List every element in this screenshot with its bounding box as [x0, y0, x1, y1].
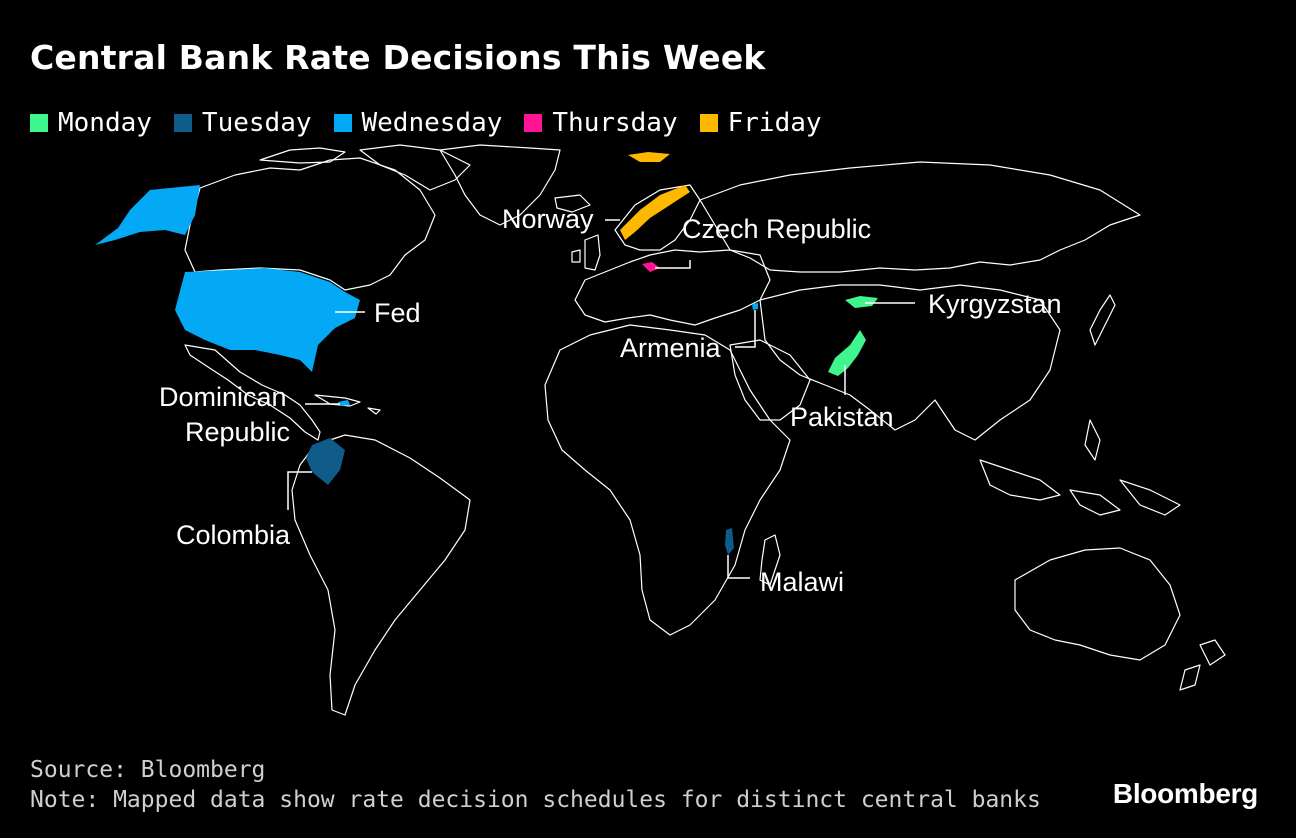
land-outlines: [184, 144, 1226, 716]
outline-iceland: [554, 194, 591, 213]
country-pakistan: [828, 330, 866, 376]
country-norway: [620, 185, 690, 240]
leader-lines: [287, 219, 915, 579]
country-svalbard: [628, 152, 670, 162]
label-armenia: Armenia: [620, 333, 722, 363]
label-colombia: Colombia: [176, 520, 291, 550]
outline-russia: [699, 161, 1141, 273]
label-malawi: Malawi: [760, 567, 844, 597]
country-kyrgyzstan: [845, 296, 878, 308]
country-dominican-republic: [338, 400, 350, 406]
legend-item-tuesday: Tuesday: [173, 108, 312, 138]
country-united-states: [175, 268, 360, 372]
leader-malawi: [727, 555, 750, 579]
legend-swatch-friday: [699, 114, 718, 132]
outline-scandinavia: [614, 184, 701, 251]
legend-label-monday: Monday: [58, 108, 152, 138]
legend-label-thursday: Thursday: [552, 108, 678, 138]
outline-australia: [1014, 547, 1181, 661]
legend-label-friday: Friday: [727, 108, 822, 138]
legend-label-wednesday: Wednesday: [361, 108, 503, 138]
leader-armenia: [735, 310, 756, 348]
legend-swatch-wednesday: [333, 114, 352, 132]
outline-se-asia: [979, 419, 1181, 516]
outline-madagascar: [759, 534, 781, 586]
outline-south-america: [291, 434, 471, 716]
country-malawi: [725, 528, 734, 555]
label-norway: Norway: [502, 204, 594, 234]
chart-title: Central Bank Rate Decisions This Week: [30, 38, 766, 77]
country-czech-republic: [642, 262, 660, 272]
country-alaska: [95, 185, 200, 245]
country-armenia: [752, 303, 758, 310]
outline-caribbean: [314, 394, 381, 415]
label-kyrgyzstan: Kyrgyzstan: [928, 289, 1062, 319]
bloomberg-logo: Bloomberg: [1112, 778, 1258, 809]
outline-europe: [574, 249, 771, 326]
outline-new-zealand: [1179, 639, 1226, 691]
leader-colombia: [287, 471, 312, 510]
label-dominican-line1: Dominican: [159, 382, 287, 412]
legend-swatch-monday: [30, 114, 48, 132]
label-dominican-line2: Republic: [185, 417, 290, 447]
legend-swatch-thursday: [524, 114, 543, 132]
country-colombia: [306, 438, 345, 485]
legend-item-friday: Friday: [699, 108, 822, 138]
outline-canada: [184, 157, 436, 291]
label-pakistan: Pakistan: [790, 402, 894, 432]
legend-swatch-tuesday: [173, 114, 192, 132]
outline-arabia: [729, 339, 811, 421]
footnote: Note: Mapped data show rate decision sch…: [30, 787, 1041, 813]
outline-japan: [1089, 294, 1116, 346]
label-fed: Fed: [374, 298, 421, 328]
outline-mexico-central-america: [184, 344, 321, 441]
outline-arctic-islands: [259, 144, 471, 191]
legend-item-thursday: Thursday: [524, 108, 678, 138]
source-note: Source: Bloomberg: [30, 757, 266, 783]
outline-africa: [544, 324, 791, 636]
world-map: Norway Czech Republic Fed Kyrgyzstan Arm…: [95, 144, 1226, 716]
legend: Monday Tuesday Wednesday Thursday Friday: [30, 108, 822, 138]
label-czech-republic: Czech Republic: [682, 214, 871, 244]
legend-item-monday: Monday: [30, 108, 152, 138]
outline-greenland: [439, 144, 561, 226]
outline-uk: [571, 234, 601, 271]
legend-item-wednesday: Wednesday: [333, 108, 503, 138]
highlighted-countries: [95, 152, 878, 555]
outline-asia-central: [759, 284, 1061, 441]
leader-czech: [655, 260, 691, 269]
legend-label-tuesday: Tuesday: [201, 108, 312, 138]
